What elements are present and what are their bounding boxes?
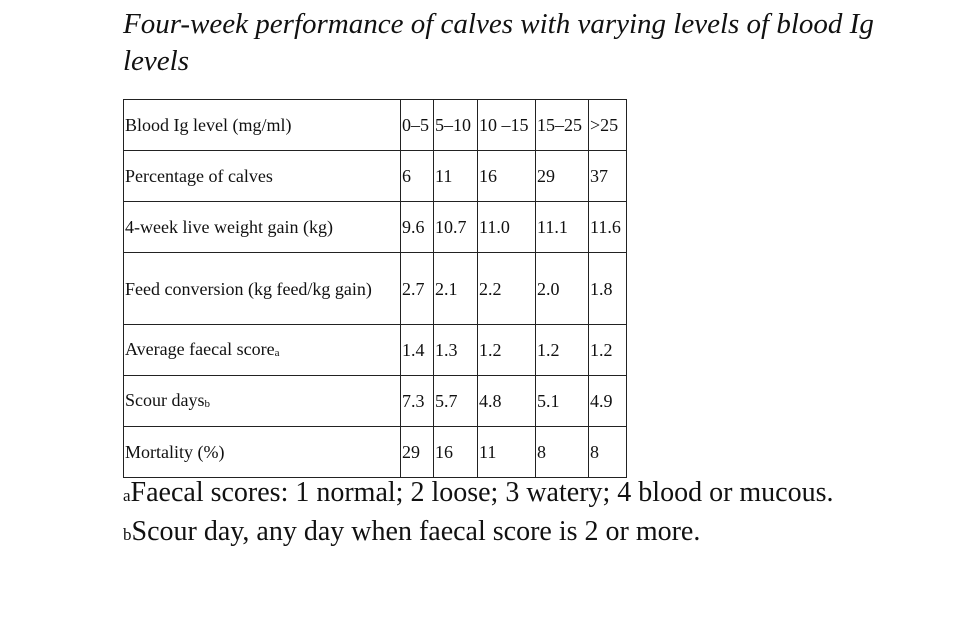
table-row: Average faecal scorea 1.4 1.3 1.2 1.2 1.… <box>123 324 627 376</box>
value-cell: 1.2 <box>477 324 536 376</box>
row-label-cell: Average faecal scorea <box>123 324 401 376</box>
header-cell: 5–10 <box>433 99 478 151</box>
value-cell: 6 <box>400 150 434 202</box>
value-cell: 2.0 <box>535 252 589 325</box>
row-label-cell: 4-week live weight gain (kg) <box>123 201 401 253</box>
value-cell: 11.0 <box>477 201 536 253</box>
value-cell: 8 <box>588 426 627 478</box>
value-cell: 11 <box>477 426 536 478</box>
value-cell: 8 <box>535 426 589 478</box>
value-cell: 1.3 <box>433 324 478 376</box>
value-cell: 11 <box>433 150 478 202</box>
table-footnotes: aFaecal scores: 1 normal; 2 loose; 3 wat… <box>123 475 913 553</box>
header-cell: 0–5 <box>400 99 434 151</box>
row-label: Mortality (%) <box>125 442 225 462</box>
header-cell: >25 <box>588 99 627 151</box>
value-cell: 4.8 <box>477 375 536 427</box>
footnote-a-text: Faecal scores: 1 normal; 2 loose; 3 wate… <box>130 477 834 508</box>
value-cell: 9.6 <box>400 201 434 253</box>
footnote-marker-b: b <box>204 397 211 410</box>
table-row: Mortality (%) 29 16 11 8 8 <box>123 426 627 478</box>
value-cell: 2.1 <box>433 252 478 325</box>
table-row: Feed conversion (kg feed/kg gain) 2.7 2.… <box>123 252 627 325</box>
row-label: Feed conversion (kg feed/kg gain) <box>125 278 372 299</box>
value-cell: 2.2 <box>477 252 536 325</box>
value-cell: 10.7 <box>433 201 478 253</box>
row-label: 4-week live weight gain (kg) <box>125 217 333 237</box>
row-label: Average faecal score <box>125 338 275 359</box>
calf-performance-table: Blood Ig level (mg/ml) 0–5 5–10 10 –15 1… <box>123 99 627 478</box>
value-cell: 29 <box>400 426 434 478</box>
footnote-marker-a: a <box>274 346 280 359</box>
value-cell: 1.4 <box>400 324 434 376</box>
footnote-a-marker: a <box>123 486 131 505</box>
row-label-cell: Percentage of calves <box>123 150 401 202</box>
row-label: Percentage of calves <box>125 166 273 186</box>
value-cell: 5.1 <box>535 375 589 427</box>
row-label-cell: Mortality (%) <box>123 426 401 478</box>
header-label-cell: Blood Ig level (mg/ml) <box>123 99 401 151</box>
document-title: Four-week performance of calves with var… <box>123 8 874 77</box>
table-row: Scour daysb 7.3 5.7 4.8 5.1 4.9 <box>123 375 627 427</box>
header-cell: 15–25 <box>535 99 589 151</box>
row-label-cell: Feed conversion (kg feed/kg gain) <box>123 252 401 325</box>
value-cell: 2.7 <box>400 252 434 325</box>
value-cell: 1.8 <box>588 252 627 325</box>
value-cell: 11.1 <box>535 201 589 253</box>
value-cell: 7.3 <box>400 375 434 427</box>
header-cell: 10 –15 <box>477 99 536 151</box>
value-cell: 29 <box>535 150 589 202</box>
value-cell: 11.6 <box>588 201 627 253</box>
value-cell: 1.2 <box>588 324 627 376</box>
value-cell: 4.9 <box>588 375 627 427</box>
footnote-b-text: Scour day, any day when faecal score is … <box>131 516 701 547</box>
row-label: Scour days <box>125 389 205 410</box>
value-cell: 1.2 <box>535 324 589 376</box>
table-row: Percentage of calves 6 11 16 29 37 <box>123 150 627 202</box>
value-cell: 5.7 <box>433 375 478 427</box>
footnote-b-marker: b <box>123 525 132 544</box>
row-label-cell: Scour daysb <box>123 375 401 427</box>
value-cell: 16 <box>477 150 536 202</box>
table-header-row: Blood Ig level (mg/ml) 0–5 5–10 10 –15 1… <box>123 99 627 151</box>
value-cell: 37 <box>588 150 627 202</box>
table-row: 4-week live weight gain (kg) 9.6 10.7 11… <box>123 201 627 253</box>
value-cell: 16 <box>433 426 478 478</box>
